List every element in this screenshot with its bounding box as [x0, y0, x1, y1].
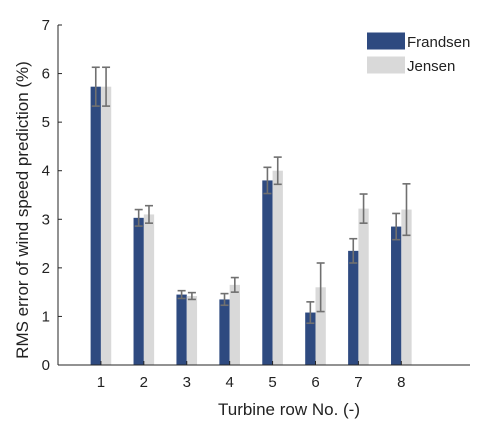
y-tick-label: 4	[42, 163, 50, 180]
legend-label-jensen: Jensen	[407, 58, 455, 75]
y-tick-label: 1	[42, 308, 50, 325]
x-tick-label: 8	[397, 374, 405, 391]
x-tick-label: 7	[354, 374, 362, 391]
x-tick-label: 6	[311, 374, 319, 391]
y-axis-title: RMS error of wind speed prediction (%)	[13, 61, 32, 359]
x-axis-title: Turbine row No. (-)	[218, 400, 360, 419]
bar-frandsen-6	[305, 312, 316, 365]
bar-jensen-5	[272, 170, 283, 365]
x-tick-label: 1	[97, 374, 105, 391]
y-ticks: 0 1 2 3 4 5 6 7	[42, 17, 62, 374]
bar-frandsen-1	[90, 86, 101, 365]
y-tick-label: 6	[42, 66, 50, 83]
bar-frandsen-4	[219, 299, 230, 365]
bar-frandsen-5	[262, 180, 273, 365]
x-tick-label: 2	[140, 374, 148, 391]
bar-jensen-3	[186, 296, 198, 365]
x-tick-label: 4	[225, 374, 233, 391]
y-tick-label: 0	[42, 357, 50, 374]
bars-layer	[90, 86, 412, 365]
y-tick-label: 5	[42, 114, 50, 131]
y-tick-label: 7	[42, 17, 50, 34]
bar-jensen-7	[358, 208, 369, 365]
legend-label-frandsen: Frandsen	[407, 34, 470, 51]
bar-jensen-6	[315, 287, 326, 365]
bar-jensen-2	[143, 214, 155, 365]
y-tick-label: 2	[42, 260, 50, 277]
bar-frandsen-3	[176, 294, 187, 365]
x-tick-label: 5	[268, 374, 276, 391]
legend-swatch-frandsen	[367, 32, 405, 50]
bar-jensen-8	[401, 209, 412, 365]
error-bars-layer	[91, 66, 411, 325]
bar-jensen-4	[229, 284, 240, 365]
x-tick-label: 3	[183, 374, 191, 391]
bar-jensen-1	[100, 86, 112, 365]
bar-frandsen-2	[133, 217, 144, 365]
bar-frandsen-7	[348, 250, 359, 365]
legend: Frandsen Jensen	[367, 32, 470, 75]
bar-frandsen-8	[391, 226, 402, 365]
legend-swatch-jensen	[367, 56, 405, 74]
y-tick-label: 3	[42, 211, 50, 228]
x-ticks: 1 2 3 4 5 6 7 8	[97, 361, 406, 391]
